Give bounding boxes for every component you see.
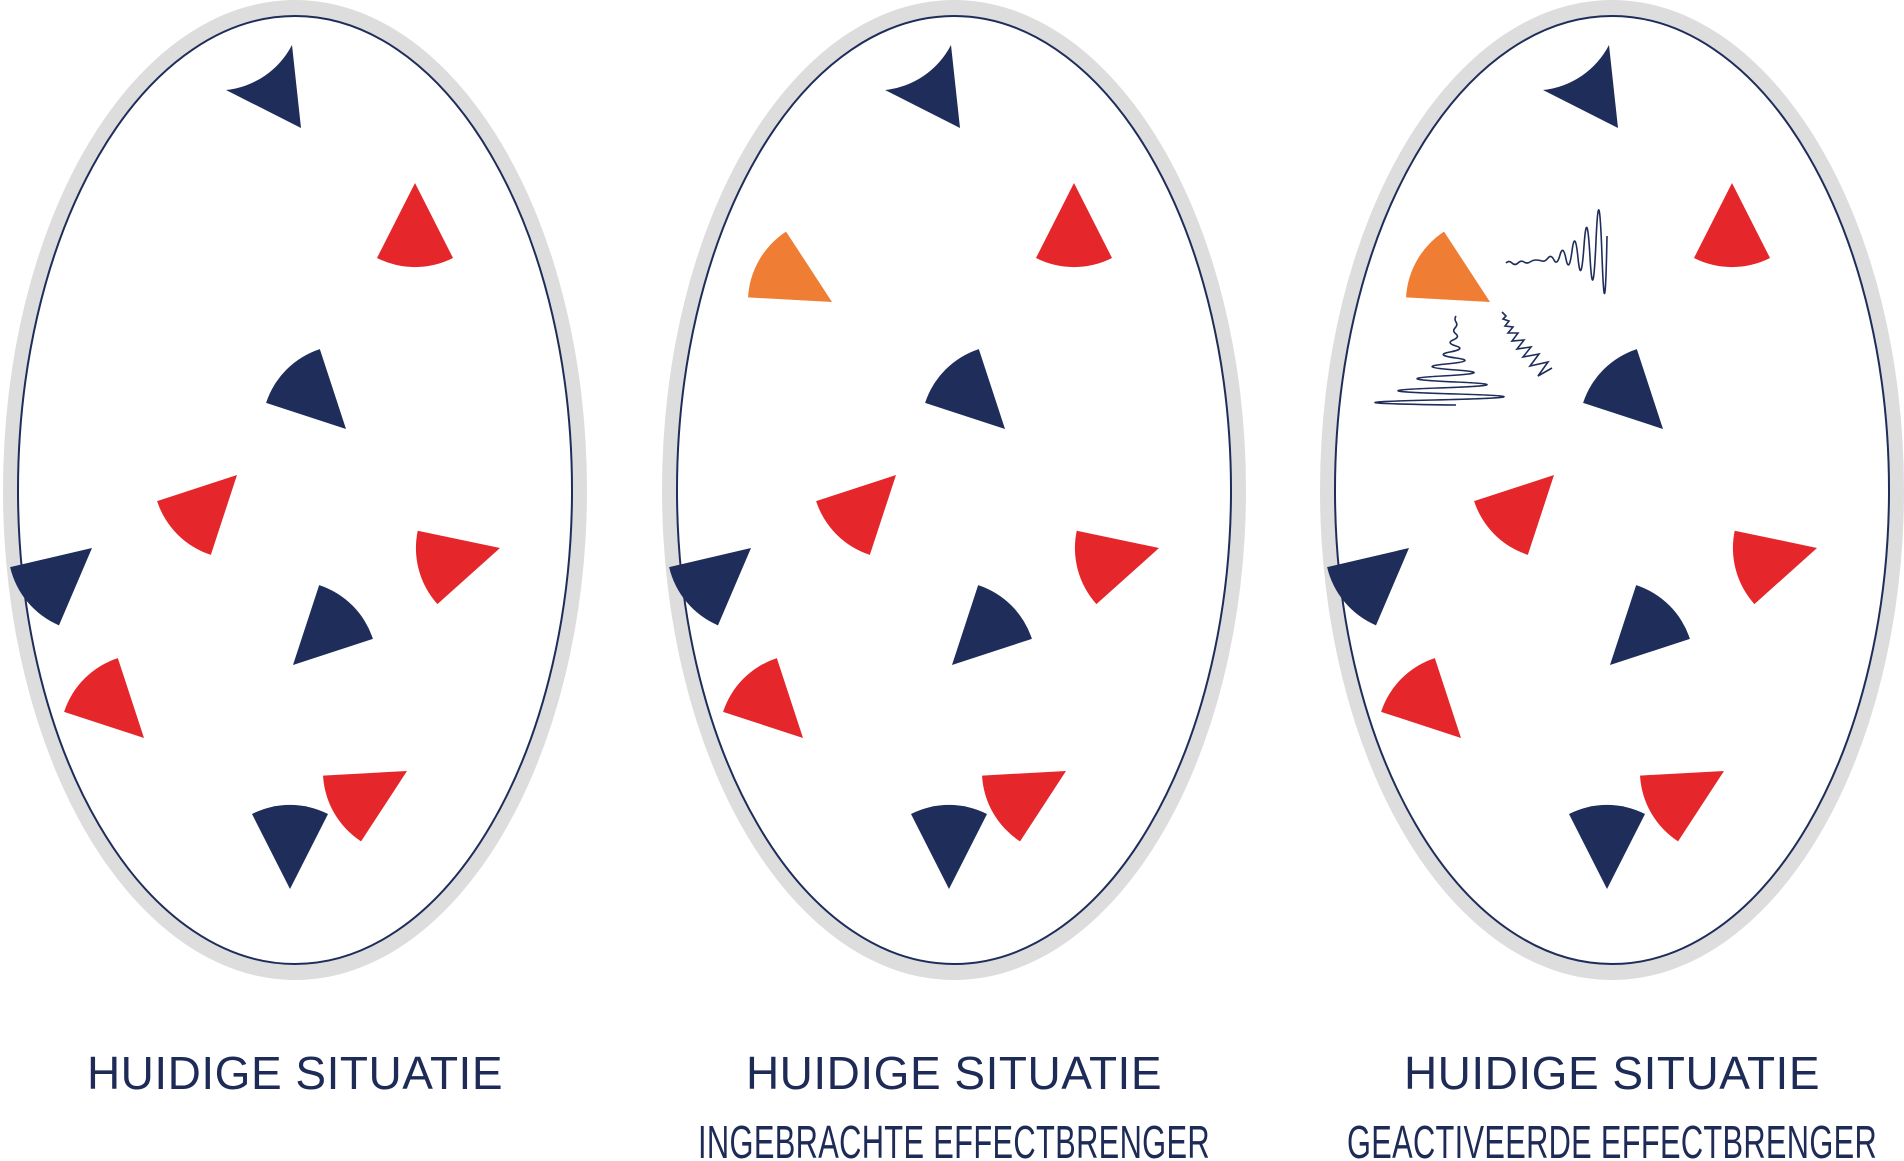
navy-segment [885, 45, 960, 128]
red-segment [64, 658, 144, 738]
navy-segment [952, 585, 1032, 665]
red-segment [377, 183, 453, 268]
activation-wave-left [1374, 315, 1505, 406]
red-segment [1640, 771, 1724, 842]
red-segment [816, 475, 896, 555]
panel-1 [3, 0, 587, 980]
red-segment [982, 771, 1066, 842]
navy-segment [911, 804, 987, 889]
navy-segment [1543, 45, 1618, 128]
activation-wave-diagonal [1501, 311, 1553, 377]
navy-segment [1583, 349, 1663, 429]
orange-effector-segment [1406, 231, 1490, 302]
activation-wave-top [1505, 209, 1608, 295]
captions: HUIDIGE SITUATIE HUIDIGE SITUATIE INGEBR… [87, 1047, 1877, 1161]
navy-segment [293, 585, 373, 665]
panel-2-caption-line-1: HUIDIGE SITUATIE [746, 1047, 1162, 1099]
red-segment [1036, 183, 1112, 268]
navy-segment [669, 548, 751, 626]
red-segment [1694, 183, 1770, 268]
navy-segment [1610, 585, 1690, 665]
red-segment [723, 658, 803, 738]
navy-segment [1569, 804, 1645, 889]
navy-segment [925, 349, 1005, 429]
navy-segment [226, 45, 301, 128]
panel-3-caption-line-2: GEACTIVEERDE EFFECTBRENGER [1347, 1116, 1877, 1161]
navy-segment [252, 804, 328, 889]
red-segment [1074, 530, 1159, 605]
red-segment [415, 530, 500, 605]
panel-2 [662, 0, 1246, 980]
panel-1-caption-line-1: HUIDIGE SITUATIE [87, 1047, 503, 1099]
red-segment [1474, 475, 1554, 555]
red-segment [157, 475, 237, 555]
red-segment [1732, 530, 1817, 605]
navy-segment [266, 349, 346, 429]
red-segment [323, 771, 407, 842]
panel-2-caption-line-2: INGEBRACHTE EFFECTBRENGER [698, 1116, 1210, 1161]
panel-3 [1320, 0, 1904, 980]
navy-segment [1327, 548, 1409, 626]
orange-effector-segment [748, 231, 832, 302]
panel-3-caption-line-1: HUIDIGE SITUATIE [1404, 1047, 1820, 1099]
navy-segment [10, 548, 92, 626]
red-segment [1381, 658, 1461, 738]
